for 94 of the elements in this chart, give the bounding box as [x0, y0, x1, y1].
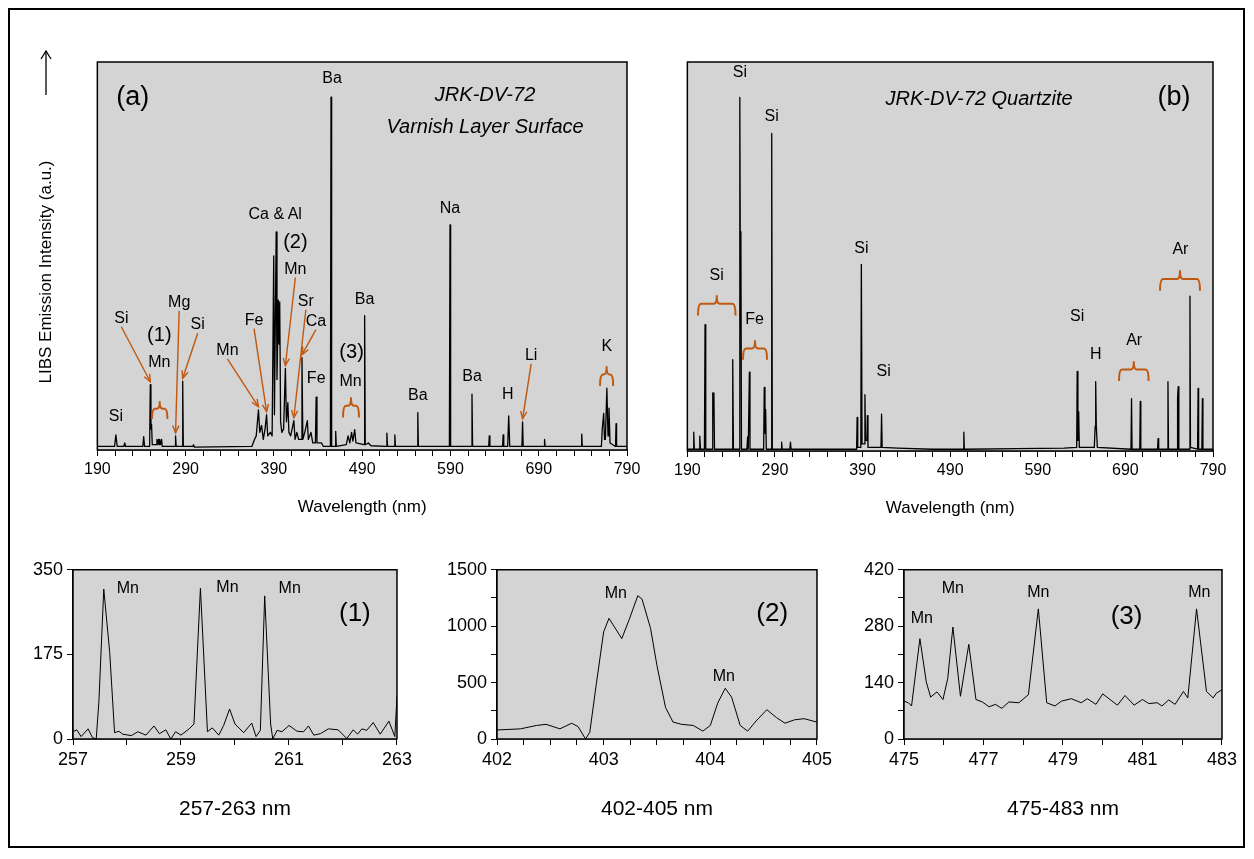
y-tick-label: 1000	[446, 615, 487, 636]
annotation: Ba	[408, 385, 428, 403]
annotation: Li	[524, 345, 538, 363]
annotation: Mg	[168, 292, 191, 310]
x-tick-label: 390	[260, 460, 288, 478]
annotation: Mn	[339, 371, 362, 389]
x-tick-label: 290	[172, 460, 200, 478]
x-tick-label: 690	[1112, 461, 1139, 479]
annotation: (2)	[283, 229, 308, 252]
annotation: Mn	[910, 608, 934, 626]
annotation: Si	[876, 362, 891, 380]
annotation: Ar	[1126, 330, 1143, 348]
x-tick-label: 403	[588, 748, 619, 769]
x-tick-label: 404	[695, 748, 726, 769]
x-tick-label: 479	[1047, 748, 1079, 769]
annotation: (3)	[1110, 599, 1143, 630]
annotation: Ca & Al	[248, 205, 302, 223]
annotation: Mn	[216, 340, 239, 358]
annotation: Mn	[284, 259, 307, 277]
annotation: (3)	[339, 340, 364, 363]
x-tick-label: 790	[1199, 461, 1227, 479]
annotation: Ba	[322, 69, 342, 87]
x-axis-title: 475-483 nm	[1006, 796, 1120, 820]
x-axis-title: Wavelength (nm)	[885, 498, 1015, 518]
x-tick-label: 475	[888, 748, 920, 769]
annotation: Si	[732, 63, 747, 81]
annotation: Ca	[305, 311, 327, 329]
x-tick-label: 259	[165, 748, 197, 769]
y-tick-label: 420	[863, 558, 894, 579]
y-tick-label: 0	[476, 727, 487, 748]
annotation: Mn	[116, 579, 139, 597]
y-tick-label: 280	[863, 615, 894, 636]
annotation: Mn	[1188, 582, 1211, 600]
annotation: (a)	[116, 80, 150, 111]
annotation: (2)	[756, 596, 789, 627]
x-tick-label: 690	[525, 460, 553, 478]
annotation: Mn	[278, 578, 301, 596]
annotation: Si	[764, 107, 779, 125]
x-tick-label: 402	[481, 748, 513, 769]
annotation: H	[1089, 344, 1102, 362]
annotation: Ar	[1172, 240, 1190, 258]
y-tick-label: 350	[32, 558, 63, 579]
annotation: Si	[114, 308, 129, 326]
annotation: Si	[108, 406, 123, 424]
x-tick-label: 481	[1127, 748, 1158, 769]
annotation: Ba	[354, 289, 375, 307]
annotation: Fe	[306, 369, 326, 387]
annotation: Si	[709, 265, 724, 283]
x-tick-label: 390	[849, 461, 877, 479]
x-tick-label: 263	[381, 748, 413, 769]
y-tick-label: 140	[863, 671, 894, 692]
x-tick-label: 483	[1206, 748, 1238, 769]
x-tick-label: 590	[437, 460, 464, 478]
x-tick-label: 290	[761, 461, 789, 479]
x-axis-title: Wavelength (nm)	[297, 497, 427, 517]
x-tick-label: 490	[348, 460, 376, 478]
annotation: Na	[439, 198, 461, 216]
annotation: H	[501, 384, 514, 402]
x-tick-label: 490	[936, 461, 964, 479]
chart-title: JRK-DV-72 Varnish Layer Surface	[386, 82, 584, 137]
x-tick-label: 261	[273, 748, 305, 769]
x-axis-title: 257-263 nm	[178, 796, 292, 820]
annotation: Mn	[148, 353, 171, 371]
y-tick-label: 0	[883, 727, 894, 748]
annotation: Si	[854, 238, 869, 256]
annotation: Fe	[745, 310, 765, 328]
annotation: Fe	[244, 310, 264, 328]
annotation: Si	[1070, 307, 1085, 325]
x-tick-label: 405	[801, 748, 833, 769]
x-tick-label: 257	[57, 748, 89, 769]
x-axis-title: 402-405 nm	[600, 796, 714, 820]
y-tick-label: 500	[456, 671, 487, 692]
y-tick-label: 1500	[446, 558, 487, 579]
annotation: (b)	[1157, 80, 1191, 111]
x-tick-label: 477	[968, 748, 999, 769]
annotation: Sr	[297, 291, 315, 309]
annotation: Mn	[216, 578, 239, 596]
annotation: Mn	[712, 667, 735, 685]
annotation: Mn	[1027, 582, 1050, 600]
y-tick-label: 0	[52, 727, 63, 748]
x-tick-label: 590	[1024, 461, 1052, 479]
annotation: Mn	[604, 583, 627, 601]
x-tick-label: 190	[674, 461, 701, 479]
annotation: Mn	[941, 579, 965, 597]
annotation: K	[601, 337, 613, 355]
chart-title: JRK-DV-72 Quartzite	[884, 86, 1073, 109]
annotation: Si	[190, 315, 205, 333]
x-tick-label: 790	[613, 460, 641, 478]
annotation: Ba	[462, 367, 482, 385]
annotation: (1)	[147, 323, 172, 346]
annotation: (1)	[338, 596, 371, 627]
y-axis-title: LIBS Emission Intensity (a.u.)	[35, 160, 56, 384]
y-tick-label: 175	[32, 643, 63, 664]
x-tick-label: 190	[84, 460, 111, 478]
